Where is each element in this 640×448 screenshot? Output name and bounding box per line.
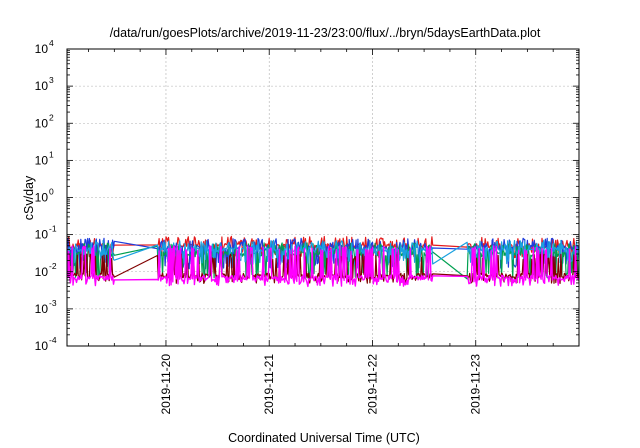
series-line-6 — [67, 245, 579, 288]
y-tick-exponent: 0 — [49, 187, 54, 197]
y-tick-label: 10 — [35, 228, 49, 242]
x-tick-label: 2019-11-23 — [469, 354, 483, 415]
y-axis-label: cSv/day — [22, 175, 36, 220]
plot-frame — [66, 48, 580, 347]
x-tick-label: 2019-11-21 — [262, 354, 276, 415]
chart-title: /data/run/goesPlots/archive/2019-11-23/2… — [110, 26, 541, 40]
y-tick-label: 10 — [35, 79, 49, 93]
series-layer — [67, 235, 579, 288]
y-tick-exponent: -1 — [49, 224, 57, 234]
y-tick-exponent: 2 — [49, 112, 54, 122]
y-tick-label: 10 — [35, 302, 49, 316]
y-tick-label: 10 — [35, 42, 49, 56]
y-tick-label: 10 — [35, 153, 49, 167]
y-tick-exponent: 3 — [49, 75, 54, 85]
y-tick-label: 10 — [35, 191, 49, 205]
x-axis-label: Coordinated Universal Time (UTC) — [228, 431, 420, 445]
y-tick-label: 10 — [35, 116, 49, 130]
y-tick-exponent: -4 — [49, 335, 57, 345]
y-tick-exponent: 1 — [49, 149, 54, 159]
y-tick-exponent: 4 — [49, 38, 54, 48]
y-tick-label: 10 — [35, 265, 49, 279]
x-tick-label: 2019-11-20 — [159, 354, 173, 415]
x-tick-label: 2019-11-22 — [365, 354, 379, 415]
y-tick-exponent: -3 — [49, 298, 57, 308]
x-tick-labels: 2019-11-20 2019-11-21 2019-11-22 2019-11-23 — [159, 354, 483, 415]
y-tick-exponent: -2 — [49, 261, 57, 271]
series-line-5 — [67, 253, 579, 285]
grid — [67, 49, 579, 346]
y-tick-label: 10 — [35, 339, 49, 353]
